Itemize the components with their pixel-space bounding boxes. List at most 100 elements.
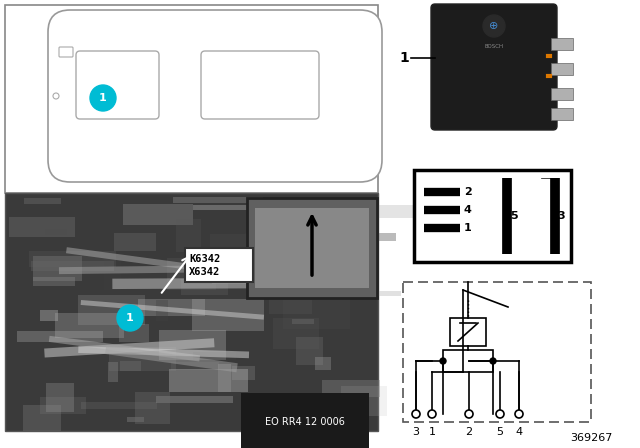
Text: 369267: 369267: [570, 433, 612, 443]
Circle shape: [117, 305, 143, 331]
Circle shape: [53, 93, 59, 99]
Bar: [301, 249, 364, 265]
Bar: [339, 418, 367, 422]
Bar: [5, 193, 378, 431]
Bar: [403, 282, 591, 422]
Bar: [322, 380, 380, 397]
Bar: [292, 319, 314, 324]
Text: ⊕: ⊕: [490, 21, 499, 31]
Circle shape: [515, 410, 523, 418]
Circle shape: [412, 410, 420, 418]
Bar: [185, 248, 253, 282]
FancyBboxPatch shape: [201, 51, 319, 119]
Bar: [247, 198, 377, 298]
Bar: [33, 277, 76, 286]
Bar: [339, 225, 367, 249]
Circle shape: [465, 410, 473, 418]
Text: 5: 5: [497, 427, 504, 437]
Bar: [344, 291, 401, 296]
Bar: [193, 205, 266, 211]
Bar: [212, 261, 262, 284]
Text: 3: 3: [557, 211, 564, 221]
Bar: [260, 229, 323, 235]
FancyBboxPatch shape: [431, 4, 557, 130]
Bar: [173, 197, 263, 203]
Bar: [124, 204, 193, 225]
Bar: [118, 324, 149, 342]
Text: BOSCH: BOSCH: [484, 43, 504, 48]
Bar: [324, 233, 396, 241]
FancyBboxPatch shape: [76, 51, 159, 119]
Bar: [551, 63, 573, 75]
Text: EO RR4 12 0006: EO RR4 12 0006: [265, 417, 345, 427]
Bar: [171, 362, 219, 370]
Bar: [315, 357, 331, 370]
Text: 4: 4: [515, 427, 523, 437]
Text: 5: 5: [510, 211, 518, 221]
Text: X6342: X6342: [189, 267, 220, 277]
Bar: [551, 108, 573, 120]
Bar: [269, 291, 312, 314]
Bar: [24, 198, 61, 204]
Text: 2: 2: [465, 427, 472, 437]
Bar: [104, 258, 122, 290]
Bar: [218, 364, 230, 392]
Bar: [211, 234, 282, 264]
Bar: [176, 219, 201, 252]
Circle shape: [496, 410, 504, 418]
Bar: [120, 361, 141, 371]
Circle shape: [490, 358, 496, 364]
Bar: [17, 331, 102, 342]
Bar: [138, 299, 205, 316]
Bar: [31, 261, 114, 271]
Text: K6342: K6342: [189, 254, 220, 264]
Bar: [170, 369, 248, 392]
Bar: [245, 233, 282, 267]
Bar: [551, 88, 573, 100]
Bar: [414, 170, 571, 262]
Bar: [40, 396, 86, 414]
Bar: [192, 299, 264, 331]
Bar: [289, 414, 319, 424]
FancyBboxPatch shape: [48, 10, 382, 182]
Bar: [135, 392, 170, 424]
Bar: [450, 318, 486, 346]
Bar: [114, 233, 156, 251]
Bar: [40, 310, 58, 320]
Bar: [159, 330, 227, 360]
Text: 1: 1: [399, 51, 409, 65]
Bar: [109, 347, 175, 371]
Bar: [5, 5, 378, 193]
Bar: [193, 352, 236, 360]
Bar: [180, 280, 228, 295]
Bar: [23, 405, 61, 431]
Text: 2: 2: [464, 187, 472, 197]
Bar: [29, 251, 116, 267]
Bar: [551, 38, 573, 50]
Bar: [45, 229, 67, 235]
Bar: [108, 362, 118, 382]
Bar: [340, 386, 387, 416]
Bar: [33, 256, 83, 281]
Text: 4: 4: [464, 205, 472, 215]
Bar: [77, 295, 145, 325]
Text: 1: 1: [126, 313, 134, 323]
Circle shape: [90, 85, 116, 111]
Bar: [255, 208, 369, 288]
FancyBboxPatch shape: [59, 47, 73, 57]
Bar: [282, 294, 350, 328]
Bar: [55, 313, 124, 338]
Circle shape: [428, 410, 436, 418]
Bar: [443, 350, 493, 372]
Circle shape: [440, 358, 446, 364]
Text: 1: 1: [429, 427, 435, 437]
Bar: [248, 208, 282, 230]
Text: 3: 3: [413, 427, 419, 437]
Bar: [167, 258, 216, 290]
Bar: [273, 318, 319, 349]
Bar: [269, 220, 346, 253]
Bar: [46, 383, 74, 412]
Circle shape: [483, 15, 505, 37]
Bar: [232, 366, 255, 380]
Bar: [339, 205, 419, 218]
